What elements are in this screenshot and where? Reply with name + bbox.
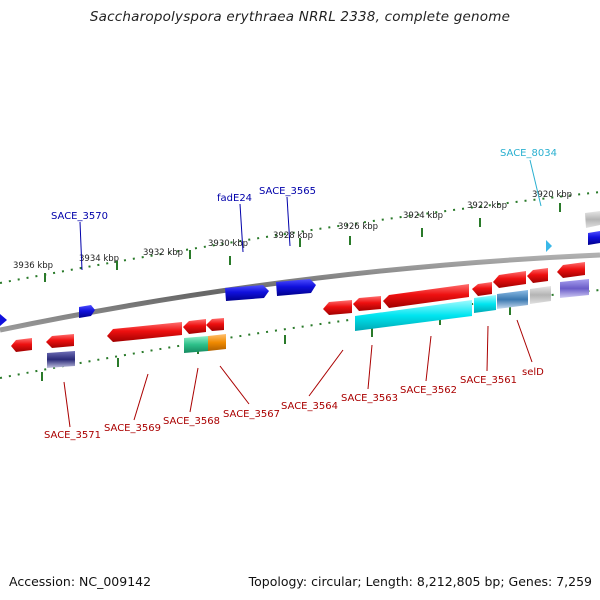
leader-line [63, 381, 71, 428]
gene-label-sace-3565[interactable]: SACE_3565 [259, 186, 316, 197]
gene-sace-3569[interactable] [107, 322, 182, 342]
leader-line [286, 196, 291, 247]
gene-label-seld[interactable]: selD [522, 367, 544, 378]
feature-cyan-long[interactable] [355, 300, 472, 331]
gene-sace-3567[interactable] [206, 318, 224, 331]
outer-ruler-arc [0, 191, 600, 284]
feature-steel[interactable] [497, 290, 528, 309]
gene-red-edge[interactable] [557, 262, 585, 278]
gene-sace-3570[interactable] [79, 305, 95, 318]
feature-navy-a[interactable] [47, 351, 75, 368]
leader-line [529, 159, 542, 207]
feature-violet[interactable] [560, 279, 589, 298]
leader-line [79, 221, 83, 271]
gene-sace-3564-b[interactable] [353, 296, 381, 311]
leader-line [516, 319, 533, 363]
strand-marker-icon [0, 314, 7, 326]
gene-label-sace-3564[interactable]: SACE_3564 [281, 401, 338, 412]
ruler-tick-label: 3928 kbp [273, 231, 313, 241]
gene-seld[interactable] [527, 268, 548, 283]
gene-sace-3565[interactable] [276, 279, 316, 296]
feature-gray[interactable] [530, 286, 551, 304]
gene-forward-edge[interactable] [588, 231, 600, 245]
ruler-tick-label: 3932 kbp [143, 248, 183, 258]
leader-line [219, 365, 250, 405]
gene-fade24[interactable] [225, 285, 269, 301]
feature-teal[interactable] [184, 336, 208, 353]
leader-line [308, 349, 344, 397]
ruler-tick-label: 3936 kbp [13, 261, 53, 271]
leader-line [133, 373, 149, 421]
gene-label-sace-3563[interactable]: SACE_3563 [341, 393, 398, 404]
gene-sace-3562[interactable] [472, 282, 492, 296]
ruler-tick-label: 3924 kbp [403, 211, 443, 221]
gene-sace-3568[interactable] [183, 319, 206, 334]
leader-line [239, 203, 244, 253]
gene-label-sace-3562[interactable]: SACE_3562 [400, 385, 457, 396]
ruler-tick-label: 3922 kbp [467, 201, 507, 211]
gene-label-sace-3570[interactable]: SACE_3570 [51, 211, 108, 222]
outer-ruler-major-ticks [44, 203, 561, 282]
feature-orange[interactable] [208, 334, 226, 351]
gene-sace-8034[interactable] [585, 211, 600, 228]
genome-summary-text: Topology: circular; Length: 8,212,805 bp… [248, 574, 592, 589]
leader-line [425, 335, 432, 382]
gene-label-sace-3571[interactable]: SACE_3571 [44, 430, 101, 441]
ruler-tick-label: 3926 kbp [338, 222, 378, 232]
ruler-tick-label: 3934 kbp [79, 254, 119, 264]
gene-label-sace-3569[interactable]: SACE_3569 [104, 423, 161, 434]
map-title: Saccharopolyspora erythraea NRRL 2338, c… [89, 9, 511, 25]
gene-label-sace-3567[interactable]: SACE_3567 [223, 409, 280, 420]
leader-line [189, 367, 199, 413]
gene-label-sace-8034[interactable]: SACE_8034 [500, 148, 557, 159]
gene-label-fade24[interactable]: fadE24 [217, 193, 252, 204]
feature-cyan-short[interactable] [474, 295, 496, 313]
gene-sace-3571-a[interactable] [11, 338, 32, 352]
gene-sace-3561[interactable] [493, 271, 526, 288]
gene-label-sace-3561[interactable]: SACE_3561 [460, 375, 517, 386]
ruler-tick-label: 3920 kbp [532, 190, 572, 200]
leader-line [367, 344, 373, 390]
accession-text: Accession: NC_009142 [9, 574, 152, 589]
leader-line [486, 325, 489, 372]
gene-sace-3563[interactable] [383, 284, 469, 308]
strand-marker-icon [546, 240, 552, 252]
gene-label-sace-3568[interactable]: SACE_3568 [163, 416, 220, 427]
ruler-tick-label: 3930 kbp [208, 239, 248, 249]
gene-sace-3564-a[interactable] [323, 300, 352, 315]
gene-sace-3571-b[interactable] [46, 334, 74, 348]
